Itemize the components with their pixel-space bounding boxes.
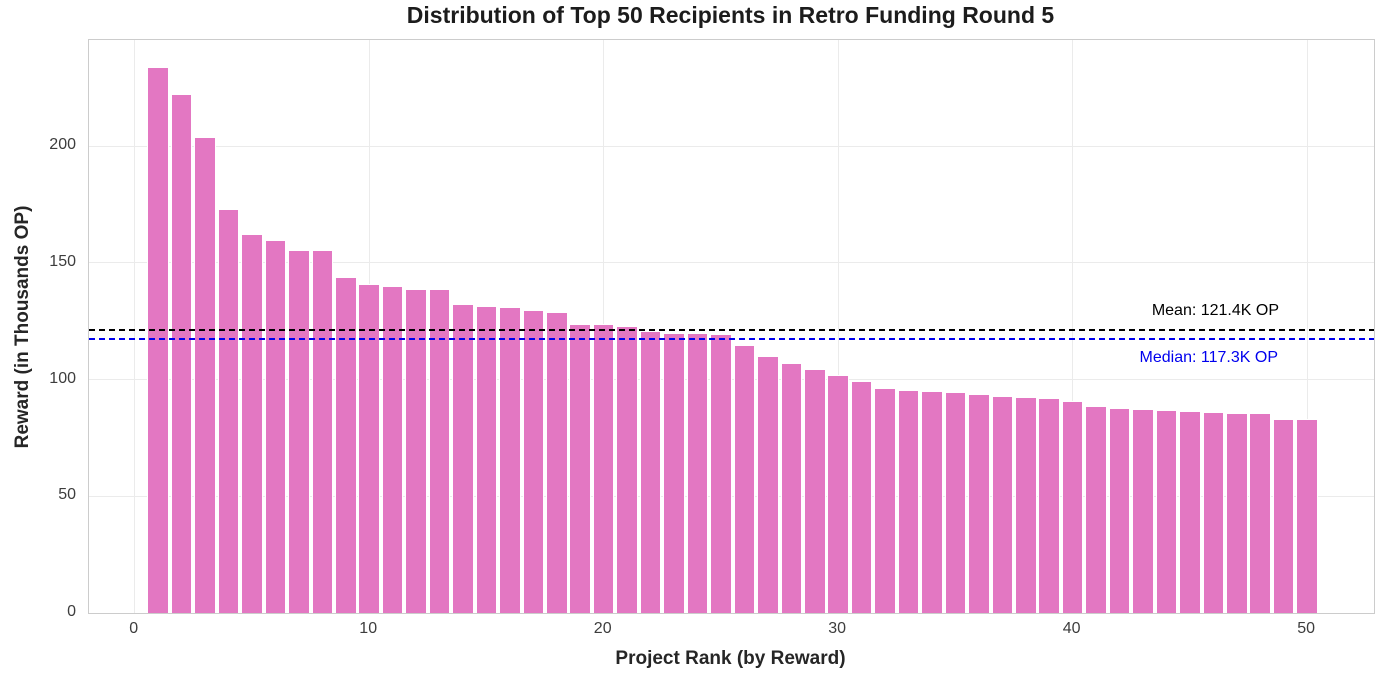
bar-rank-35 bbox=[944, 392, 967, 613]
bar-rank-32 bbox=[874, 387, 896, 613]
bar-rank-31 bbox=[850, 380, 873, 613]
bar-rank-10 bbox=[358, 283, 380, 613]
bar-rank-4 bbox=[217, 209, 240, 613]
bar-rank-19 bbox=[569, 323, 592, 613]
bar-rank-13 bbox=[428, 288, 451, 613]
bar-rank-11 bbox=[381, 286, 404, 613]
y-tick-label-100: 100 bbox=[49, 369, 76, 387]
bar-rank-6 bbox=[264, 239, 287, 613]
bar-rank-40 bbox=[1061, 400, 1084, 613]
y-tick-label-0: 0 bbox=[67, 603, 76, 620]
bar-rank-33 bbox=[897, 390, 920, 613]
bar-rank-45 bbox=[1179, 411, 1201, 613]
y-tick-label-200: 200 bbox=[49, 136, 76, 154]
bar-rank-48 bbox=[1249, 413, 1272, 613]
x-tick-label-10: 10 bbox=[359, 620, 378, 637]
y-tick-label-150: 150 bbox=[49, 252, 76, 270]
bar-rank-7 bbox=[288, 250, 310, 613]
bar-rank-22 bbox=[639, 330, 662, 613]
bar-rank-39 bbox=[1038, 398, 1060, 613]
gridline-x-30 bbox=[837, 40, 839, 613]
bar-rank-14 bbox=[452, 303, 474, 613]
mean-line bbox=[89, 328, 1374, 331]
x-tick-label-40: 40 bbox=[1062, 620, 1081, 637]
bar-rank-44 bbox=[1155, 409, 1178, 613]
bar-rank-18 bbox=[546, 311, 568, 613]
bar-rank-2 bbox=[170, 93, 193, 613]
y-axis-label: Reward (in Thousands OP) bbox=[12, 205, 33, 449]
y-tick-label-50: 50 bbox=[58, 486, 76, 504]
bar-rank-3 bbox=[194, 136, 216, 613]
bar-rank-36 bbox=[968, 393, 990, 613]
bar-rank-17 bbox=[522, 309, 545, 613]
bar-rank-28 bbox=[780, 363, 803, 613]
chart-title: Distribution of Top 50 Recipients in Ret… bbox=[406, 2, 1055, 28]
gridline-y-150 bbox=[89, 262, 1374, 264]
x-tick-label-0: 0 bbox=[129, 620, 139, 637]
median-line bbox=[89, 338, 1374, 341]
bar-rank-8 bbox=[311, 250, 334, 613]
x-axis-label: Project Rank (by Reward) bbox=[615, 648, 846, 669]
bar-rank-43 bbox=[1132, 408, 1154, 613]
bar-rank-26 bbox=[733, 344, 756, 613]
gridline-x-50 bbox=[1306, 40, 1308, 613]
x-tick-label-30: 30 bbox=[828, 620, 847, 637]
bar-rank-5 bbox=[241, 233, 263, 613]
bar-rank-23 bbox=[663, 332, 685, 613]
bar-rank-25 bbox=[710, 334, 732, 613]
bar-rank-49 bbox=[1272, 419, 1295, 613]
x-tick-label-50: 50 bbox=[1297, 620, 1316, 637]
median-label: Median: 117.3K OP bbox=[1139, 349, 1278, 366]
gridline-y-200 bbox=[89, 145, 1374, 147]
bar-rank-15 bbox=[475, 306, 498, 613]
bar-rank-12 bbox=[405, 288, 427, 613]
mean-label: Mean: 121.4K OP bbox=[1151, 302, 1279, 319]
bar-rank-30 bbox=[827, 374, 849, 613]
bar-rank-37 bbox=[991, 395, 1014, 613]
plot-area: Mean: 121.4K OP Median: 117.3K OP bbox=[88, 39, 1375, 614]
bar-rank-9 bbox=[334, 276, 357, 613]
bar-rank-29 bbox=[803, 369, 826, 613]
bar-rank-38 bbox=[1014, 397, 1037, 613]
bar-rank-47 bbox=[1226, 413, 1248, 613]
bar-rank-50 bbox=[1296, 419, 1318, 613]
bar-rank-24 bbox=[686, 332, 709, 613]
bar-rank-27 bbox=[757, 356, 779, 613]
bar-rank-21 bbox=[616, 325, 638, 613]
gridline-x-40 bbox=[1072, 40, 1074, 613]
bar-rank-42 bbox=[1108, 407, 1131, 613]
bar-rank-34 bbox=[921, 391, 943, 613]
bar-rank-16 bbox=[499, 307, 521, 613]
x-tick-label-20: 20 bbox=[593, 620, 612, 637]
bar-rank-20 bbox=[592, 323, 615, 613]
bar-rank-41 bbox=[1085, 406, 1107, 613]
gridline-x-0 bbox=[134, 40, 136, 613]
bar-rank-46 bbox=[1202, 412, 1225, 613]
